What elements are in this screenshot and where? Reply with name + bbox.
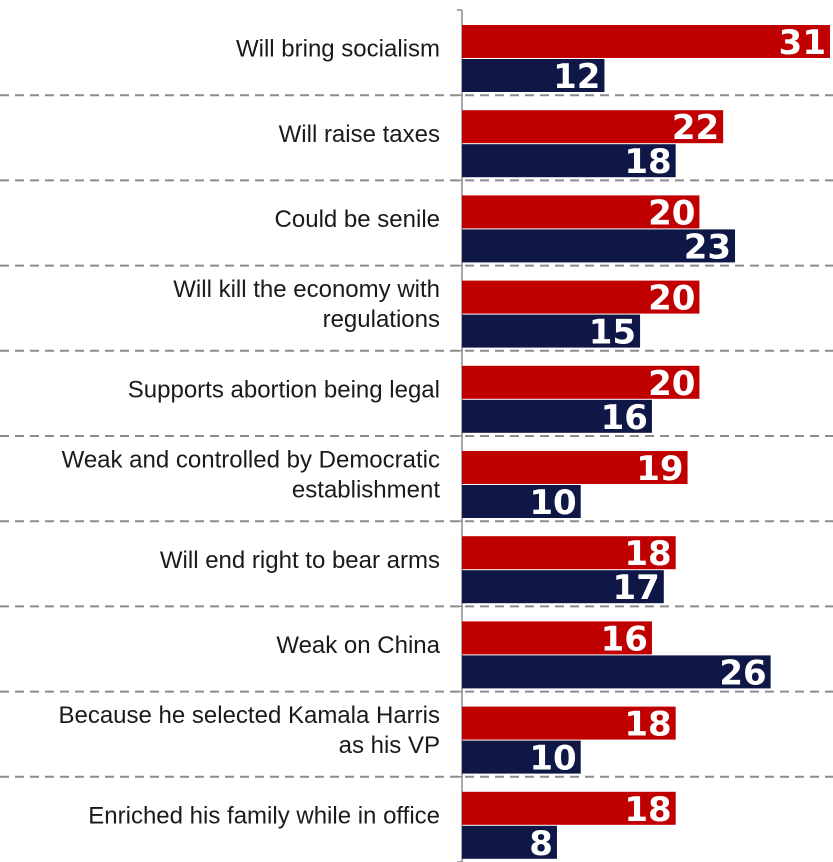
bar-series-2 (462, 144, 676, 178)
value-label: 18 (624, 534, 671, 574)
category-label: Will kill the economy with (173, 276, 440, 303)
category-label: establishment (292, 477, 440, 504)
category-label: Will bring socialism (236, 36, 440, 63)
category-label: Because he selected Kamala Harris (58, 702, 440, 729)
category-label: Will raise taxes (279, 121, 440, 148)
category-label: Could be senile (275, 206, 440, 233)
value-label: 19 (636, 449, 683, 489)
bar-series-2 (462, 570, 664, 604)
value-label: 22 (672, 108, 719, 148)
bar-series-1 (462, 280, 700, 314)
bar-series-1 (462, 365, 700, 399)
bar-series (462, 25, 830, 859)
bar-series-1 (462, 451, 688, 484)
bar-series-1 (462, 110, 724, 144)
value-label: 15 (589, 313, 636, 353)
bar-series-2 (462, 740, 581, 774)
value-label: 31 (779, 23, 826, 63)
bar-series-1 (462, 536, 676, 570)
value-label: 10 (529, 739, 576, 779)
category-label: Weak and controlled by Democratic (62, 447, 440, 474)
bar-series-1 (462, 621, 652, 655)
category-axis (457, 9, 463, 862)
value-label: 23 (684, 227, 731, 267)
bar-series-2 (462, 825, 557, 859)
bar-series-1 (462, 25, 830, 58)
value-label: 18 (624, 790, 671, 830)
category-label: Weak on China (276, 632, 440, 659)
value-label: 10 (529, 483, 576, 523)
bar-series-1 (462, 791, 676, 825)
category-label: Will end right to bear arms (160, 547, 440, 574)
value-label: 18 (624, 142, 671, 182)
bar-series-2 (462, 485, 581, 518)
bar-series-2 (462, 314, 641, 348)
category-separators (0, 94, 833, 778)
value-label: 8 (529, 824, 553, 862)
category-label: regulations (323, 306, 440, 333)
category-label: Supports abortion being legal (128, 376, 440, 403)
value-label: 16 (601, 619, 648, 659)
bar-series-2 (462, 655, 771, 689)
value-label: 20 (648, 193, 695, 233)
value-label: 17 (612, 568, 659, 608)
value-label: 20 (648, 279, 695, 319)
bar-series-1 (462, 706, 676, 740)
value-label: 18 (624, 705, 671, 745)
value-label: 26 (719, 653, 766, 693)
bar-series-1 (462, 195, 700, 229)
value-label: 12 (553, 57, 600, 97)
bar-series-2 (462, 229, 736, 263)
category-label: as his VP (339, 732, 440, 759)
category-labels: Will bring socialism Will raise taxes Coul… (58, 36, 440, 830)
category-label: Enriched his family while in office (88, 802, 440, 829)
bar-series-2 (462, 59, 605, 92)
bar-series-2 (462, 399, 652, 433)
value-label: 20 (648, 364, 695, 404)
value-label: 16 (601, 398, 648, 438)
